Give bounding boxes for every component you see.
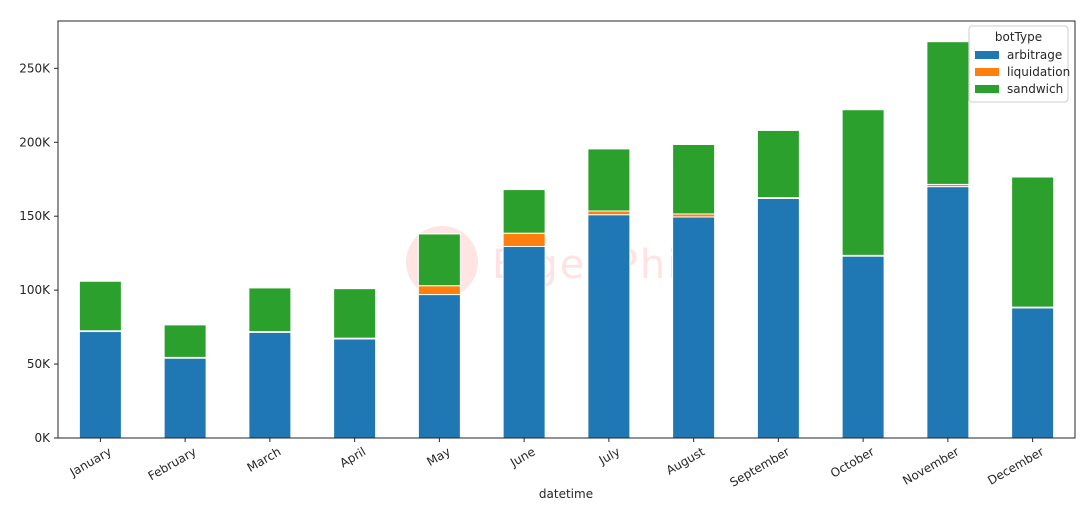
y-tick-label: 200K <box>19 135 51 149</box>
bar-sandwich-may <box>417 233 461 287</box>
y-tick-label: 150K <box>19 209 51 223</box>
y-axis: 0K 50K 100K 150K 200K 250K <box>19 61 58 445</box>
x-tick-label: October <box>828 444 877 480</box>
x-tick-label: December <box>985 444 1046 487</box>
bar-arbitrage-july <box>587 214 631 439</box>
bar-arbitrage-september <box>756 197 800 439</box>
x-tick-label: September <box>727 444 791 489</box>
bar-liquidation-july <box>587 210 631 216</box>
x-tick-label: January <box>67 444 114 479</box>
bar-sandwich-december <box>1011 176 1055 308</box>
bar-sandwich-september <box>756 129 800 199</box>
bar-sandwich-november <box>926 41 970 185</box>
y-tick-label: 0K <box>34 431 51 445</box>
bar-arbitrage-june <box>502 246 546 439</box>
x-tick-label: April <box>337 444 368 470</box>
bar-arbitrage-december <box>1011 307 1055 439</box>
bar-arbitrage-january <box>78 331 122 439</box>
legend-label-liquidation: liquidation <box>1007 65 1070 79</box>
bar-sandwich-march <box>248 287 292 333</box>
bar-arbitrage-october <box>841 255 885 439</box>
legend-swatch-arbitrage <box>975 51 999 59</box>
x-tick-label: May <box>424 444 452 469</box>
bar-sandwich-july <box>587 148 631 212</box>
x-tick-label: March <box>245 444 284 474</box>
legend-label-arbitrage: arbitrage <box>1007 48 1062 62</box>
bar-sandwich-april <box>333 288 377 339</box>
bar-sandwich-june <box>502 189 546 234</box>
bar-arbitrage-april <box>333 338 377 439</box>
y-tick-label: 100K <box>19 283 51 297</box>
bar-sandwich-august <box>672 143 716 215</box>
bar-sandwich-february <box>163 324 207 358</box>
bar-liquidation-may <box>417 285 461 296</box>
y-tick-label: 250K <box>19 61 51 75</box>
y-tick-label: 50K <box>27 357 51 371</box>
legend-title: botType <box>995 30 1042 44</box>
bar-arbitrage-february <box>163 357 207 439</box>
legend-box <box>968 25 1069 103</box>
bar-arbitrage-november <box>926 186 970 439</box>
plot-frame <box>57 20 1076 439</box>
legend-swatch-sandwich <box>975 85 999 93</box>
x-tick-label: November <box>900 444 961 487</box>
bar-arbitrage-march <box>248 331 292 439</box>
legend-label-sandwich: sandwich <box>1007 82 1063 96</box>
x-tick-label: February <box>146 444 199 483</box>
bar-arbitrage-august <box>672 216 716 439</box>
bar-arbitrage-may <box>417 294 461 439</box>
legend: botType arbitrage liquidation sandwich <box>968 25 1070 103</box>
x-tick-label: August <box>664 444 708 477</box>
bar-liquidation-june <box>502 232 546 248</box>
bars-layer <box>78 41 1055 439</box>
x-axis: January February March April May June July Augu… <box>67 438 1046 490</box>
x-tick-label: July <box>596 444 623 467</box>
bar-sandwich-january <box>78 280 122 332</box>
bar-sandwich-october <box>841 109 885 256</box>
x-axis-label: datetime <box>539 487 593 501</box>
legend-swatch-liquidation <box>975 68 999 76</box>
x-tick-label: June <box>507 444 538 470</box>
